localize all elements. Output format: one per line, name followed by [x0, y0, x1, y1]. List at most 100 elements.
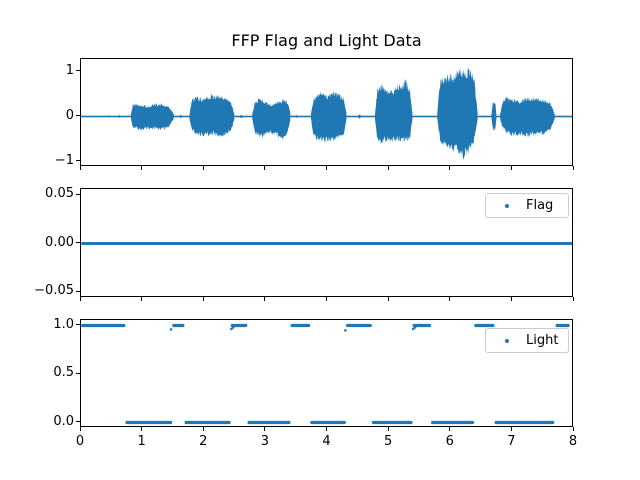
- x-tick-label: 2: [199, 434, 208, 449]
- light-segment: [371, 420, 413, 425]
- x-tick: [141, 297, 143, 301]
- light-segment: [81, 323, 126, 328]
- y-tick: [76, 160, 80, 161]
- waveform-burst: [189, 93, 235, 137]
- x-tick: [264, 427, 266, 431]
- y-tick-label: 0: [65, 107, 74, 123]
- light-segment: [125, 420, 173, 425]
- y-tick: [76, 421, 80, 422]
- flag-legend-label: Flag: [526, 197, 554, 213]
- light-series: [81, 323, 570, 425]
- light-segment: [172, 323, 185, 328]
- subplot-flag: Flag: [80, 188, 573, 297]
- light-segment: [494, 420, 555, 425]
- y-tick-label: 1.0: [53, 316, 74, 332]
- light-segment: [290, 323, 311, 328]
- x-tick-label: 6: [445, 434, 454, 449]
- figure-title: FFP Flag and Light Data: [231, 31, 422, 50]
- light-stray-dot: [344, 329, 347, 332]
- light-segment: [474, 323, 495, 328]
- light-legend-marker-icon: [505, 338, 509, 343]
- x-tick: [326, 297, 327, 301]
- x-tick-label: 1: [137, 434, 146, 449]
- waveform-blip: [117, 115, 122, 118]
- x-tick: [326, 427, 327, 431]
- y-tick: [76, 372, 80, 374]
- light-stray-dot: [411, 327, 415, 331]
- x-tick: [449, 297, 451, 301]
- x-tick: [141, 427, 143, 431]
- x-tick-label: 7: [507, 434, 516, 449]
- light-segment: [230, 323, 248, 328]
- x-tick: [264, 297, 266, 301]
- x-tick-label: 3: [260, 434, 270, 449]
- subplot-light: Light: [80, 319, 573, 427]
- x-tick: [202, 297, 204, 301]
- y-tick: [76, 70, 80, 71]
- x-tick: [326, 166, 327, 170]
- x-tick: [449, 427, 451, 431]
- x-tick-label: 8: [568, 434, 578, 449]
- x-tick: [387, 297, 389, 301]
- x-tick: [202, 427, 204, 431]
- waveform-blip: [239, 114, 244, 119]
- y-tick-label: −1: [54, 152, 74, 168]
- waveform-burst: [437, 67, 478, 160]
- flag-legend-marker-icon: [505, 203, 509, 208]
- y-tick-label: 0.0: [53, 413, 74, 429]
- y-tick: [76, 193, 80, 195]
- x-tick: [510, 166, 512, 170]
- y-tick: [76, 242, 80, 243]
- waveform-series: [81, 67, 572, 160]
- waveform-burst: [130, 103, 174, 131]
- light-segment: [247, 420, 291, 425]
- x-tick: [79, 427, 81, 431]
- flag-legend: Flag: [485, 193, 569, 218]
- y-tick: [76, 290, 80, 292]
- y-tick-label: −0.05: [34, 283, 74, 298]
- y-tick-label: 0.5: [53, 365, 74, 380]
- x-tick-label: 0: [75, 434, 85, 449]
- light-stray-dot: [230, 327, 233, 331]
- waveform-blip: [558, 115, 563, 118]
- waveform-blip: [357, 114, 362, 119]
- light-segment: [310, 420, 346, 425]
- flag-line: [81, 242, 572, 245]
- light-stray-dot: [169, 328, 173, 331]
- y-tick-label: 0.05: [45, 186, 74, 201]
- x-tick: [510, 427, 512, 431]
- x-tick: [449, 166, 451, 170]
- light-segment: [555, 323, 570, 328]
- x-tick: [572, 427, 574, 431]
- light-segment: [412, 323, 431, 328]
- y-tick: [76, 115, 80, 116]
- y-tick-label: 1: [65, 62, 74, 78]
- light-stray-dot: [413, 326, 417, 329]
- light-legend: Light: [485, 328, 569, 353]
- x-tick: [510, 297, 512, 301]
- waveform-burst: [375, 79, 413, 145]
- light-segment: [184, 420, 231, 425]
- light-stray-dot: [231, 326, 235, 329]
- x-tick: [572, 297, 574, 301]
- waveform-burst: [491, 101, 497, 132]
- x-tick: [572, 166, 574, 170]
- light-legend-label: Light: [526, 332, 559, 348]
- waveform-blip: [178, 114, 183, 119]
- waveform-burst: [252, 98, 291, 140]
- x-tick: [79, 166, 81, 170]
- x-tick: [141, 166, 143, 170]
- flag-series: [81, 242, 572, 245]
- y-tick-label: 0.00: [45, 234, 74, 250]
- x-tick: [387, 427, 389, 431]
- subplot-waveform: [80, 58, 573, 166]
- x-tick: [264, 166, 266, 170]
- x-tick-label: 5: [383, 434, 393, 449]
- x-tick-label: 4: [322, 434, 331, 449]
- x-tick: [202, 166, 204, 170]
- x-tick: [387, 166, 389, 170]
- waveform-blip: [294, 115, 299, 118]
- x-tick: [79, 297, 81, 301]
- light-segment: [346, 323, 372, 328]
